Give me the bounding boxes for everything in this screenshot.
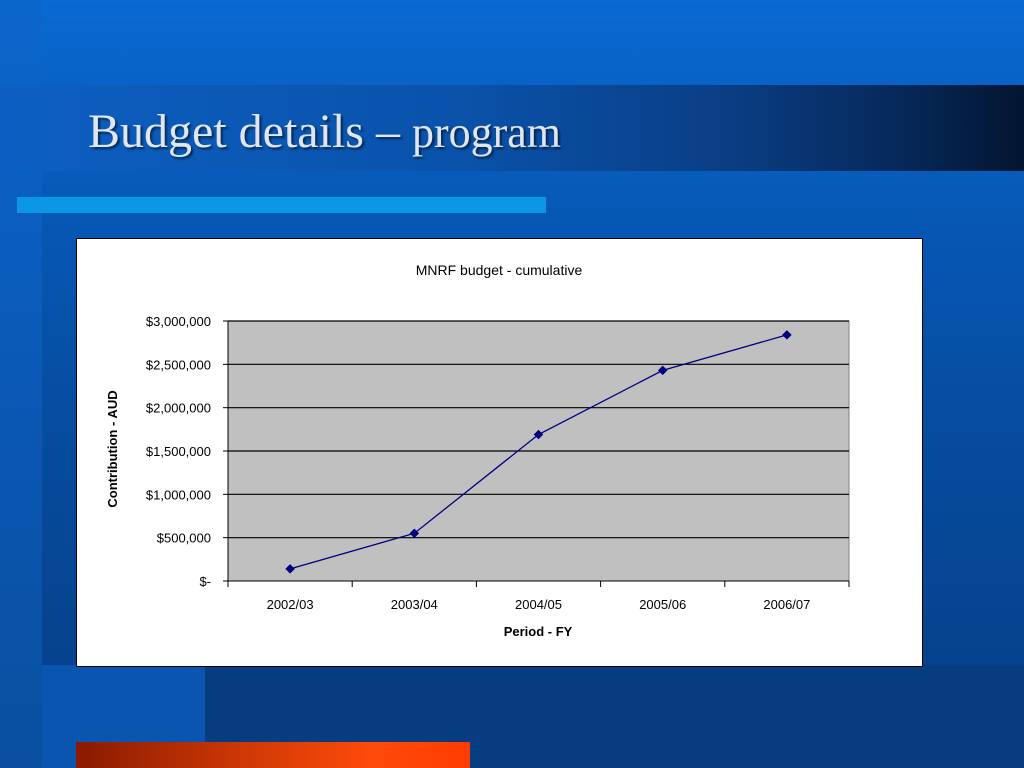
data-point-marker [409,528,420,539]
y-tick-label: $500,000 [157,531,211,546]
line-chart: MNRF budget - cumulative $- $500,000 $1,00… [105,262,850,639]
slide-title-main: Budget details – [88,105,412,158]
y-axis-label: Contribution - AUD [105,390,120,507]
y-tick-label: $2,000,000 [146,401,211,416]
y-tick-label: $1,000,000 [146,487,211,502]
slide-title: Budget details – program [88,104,561,159]
title-band [0,85,1024,171]
x-axis-label: Period - FY [504,624,573,639]
accent-bar [17,197,546,213]
data-point-marker [657,365,668,376]
y-tick-label: $2,500,000 [146,357,211,372]
slide-title-tail: program [411,108,562,157]
bottom-accent-bar [76,742,470,768]
data-point-marker [533,429,544,440]
x-tick-label: 2005/06 [639,597,686,612]
x-tick-label: 2004/05 [515,597,562,612]
y-tick-label: $- [199,574,211,589]
y-tick-label: $3,000,000 [146,314,211,329]
x-tick-label: 2002/03 [267,597,314,612]
chart-title: MNRF budget - cumulative [416,262,583,278]
data-point-marker [285,564,295,574]
y-tick-label: $1,500,000 [146,444,211,459]
data-point-marker [782,330,792,340]
x-tick-label: 2003/04 [391,597,438,612]
chart-container: MNRF budget - cumulative $- $500,000 $1,00… [76,238,923,667]
plot-area: $- $500,000 $1,000,000 $1,500,000 $2,000,000… [146,314,850,612]
x-tick-label: 2006/07 [763,597,810,612]
